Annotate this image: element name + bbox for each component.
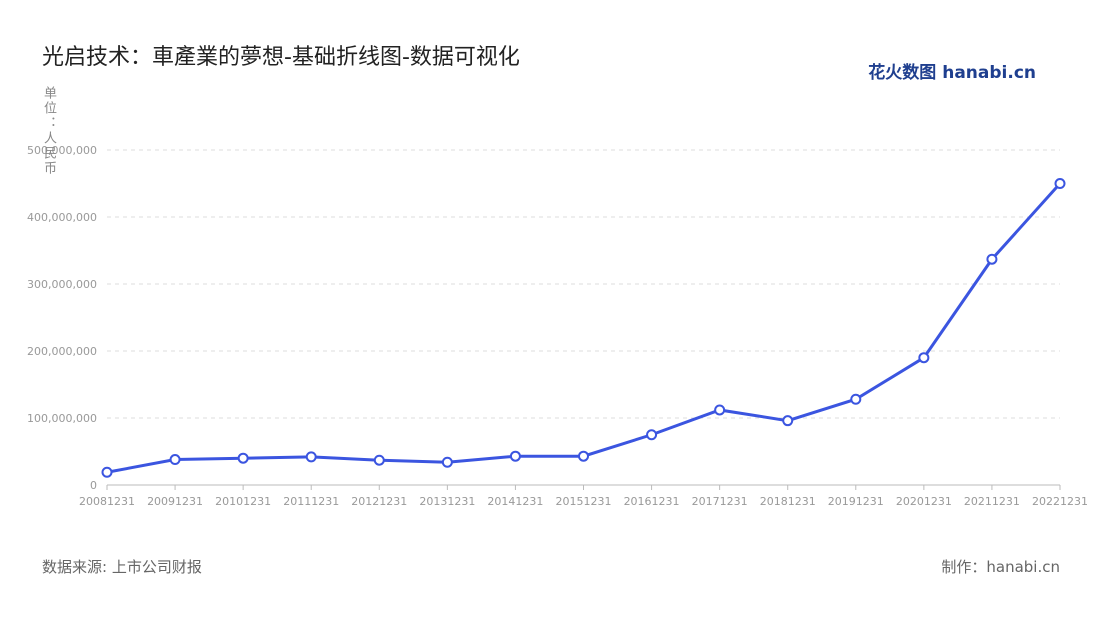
point [373,454,385,466]
chart-title: 光启技术：車產業的夢想-基础折线图-数据可视化 [42,45,520,70]
line [106,182,1062,474]
credit: 制作：hanabi.cn [941,558,1060,576]
x-tick-label: 20211231 [964,495,1020,508]
x-tick-label: 20191231 [828,495,884,508]
point [1054,178,1066,189]
point [305,451,317,463]
x-tick-label: 20221231 [1032,495,1088,508]
x-tick-label: 20171231 [692,495,748,508]
point [509,450,521,462]
y-axis-label: 单位：人民币 [41,86,56,176]
x-tick-label: 20091231 [147,495,203,508]
x-tick-label: 20141231 [487,495,543,508]
y-tick-label: 400,000,000 [27,211,97,224]
x-tick-label: 20201231 [896,495,952,508]
point [441,456,453,468]
y-tick-label: 300,000,000 [27,278,97,291]
x-tick-label: 20101231 [215,495,271,508]
x-tick-label: 20081231 [79,495,135,508]
point [714,404,726,416]
point [986,253,998,265]
x-tick-label: 20181231 [760,495,816,508]
x-tick-label: 20121231 [351,495,407,508]
point [850,393,862,405]
source: 数据来源: 上市公司财报 [42,558,202,576]
y-tick-label: 200,000,000 [27,345,97,358]
x-tick-label: 20131231 [419,495,475,508]
point [646,429,658,441]
y-tick-label: 0 [90,479,97,492]
point [169,454,181,466]
y-tick-label: 500,000,000 [27,144,97,157]
logo: 花火数图 hanabi.cn [868,62,1036,83]
x-tick-label: 20151231 [556,495,612,508]
point [578,450,589,462]
point [101,466,113,478]
y-tick-label: 100,000,000 [27,412,97,425]
point [782,415,794,427]
point [918,352,930,364]
point [237,452,249,464]
x-tick-label: 20111231 [283,495,339,508]
x-tick-label: 20161231 [624,495,680,508]
